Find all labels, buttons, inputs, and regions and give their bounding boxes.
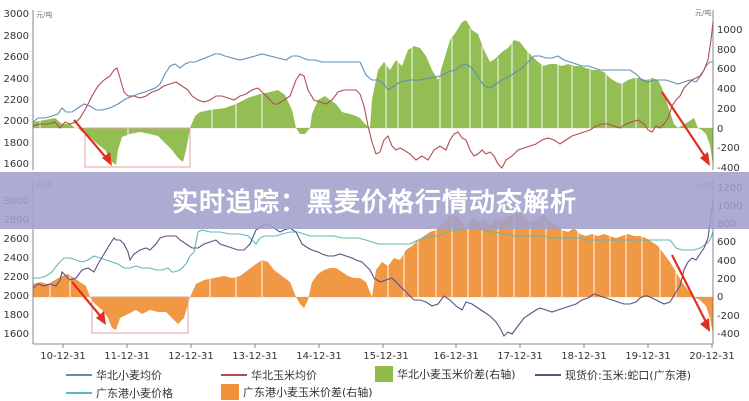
legend-label: 广东港小麦玉米价差(右轴) <box>243 386 373 399</box>
svg-text:2600: 2600 <box>4 52 29 63</box>
area-gaps-bottom <box>49 214 677 297</box>
line-swatch-icon <box>535 374 561 376</box>
line-swatch-icon <box>66 392 92 394</box>
svg-text:11-12-31: 11-12-31 <box>104 351 149 362</box>
title-banner: 实时追踪：黑麦价格行情动态解析 <box>0 172 749 229</box>
svg-text:200: 200 <box>717 104 736 115</box>
gd-corn-line <box>32 199 714 337</box>
trend-arrow-bottom-right <box>671 254 707 323</box>
highlight-box-bottom <box>91 296 189 334</box>
legend-label: 华北玉米均价 <box>251 369 317 382</box>
legend-north-spread: 华北小麦玉米价差(右轴) <box>375 366 516 382</box>
trend-arrow-bottom-left <box>71 281 103 319</box>
svg-text:1600: 1600 <box>4 159 29 170</box>
svg-text:14-12-31: 14-12-31 <box>296 351 341 362</box>
svg-text:16-12-31: 16-12-31 <box>433 351 478 362</box>
svg-text:200: 200 <box>717 274 736 285</box>
top-left-axis-labels: 3000 2800 2600 2400 2200 2000 1800 1600 <box>4 9 29 170</box>
svg-text:2200: 2200 <box>4 95 29 106</box>
top-left-unit: 元/吨 <box>36 10 52 19</box>
svg-text:800: 800 <box>717 45 736 56</box>
svg-text:400: 400 <box>717 84 736 95</box>
top-right-axis-labels: 1000 800 600 400 200 0 -200 -400 <box>717 25 742 174</box>
x-axis-labels: 10-12-31 11-12-31 12-12-31 13-12-31 14-1… <box>40 351 734 362</box>
area-gaps <box>39 28 651 140</box>
svg-text:10-12-31: 10-12-31 <box>40 351 85 362</box>
svg-text:2000: 2000 <box>4 116 29 127</box>
svg-text:18-12-31: 18-12-31 <box>561 351 606 362</box>
trend-arrow-top-left <box>73 119 109 161</box>
svg-text:400: 400 <box>717 256 736 267</box>
svg-text:-400: -400 <box>717 329 740 340</box>
svg-text:20-12-31: 20-12-31 <box>689 351 734 362</box>
svg-text:2600: 2600 <box>4 234 29 245</box>
svg-text:2400: 2400 <box>4 253 29 264</box>
svg-text:17-12-31: 17-12-31 <box>497 351 542 362</box>
north-spread-area <box>33 20 713 165</box>
svg-text:1800: 1800 <box>4 138 29 149</box>
svg-text:3000: 3000 <box>4 9 29 20</box>
line-swatch-icon <box>221 374 247 376</box>
area-swatch-icon <box>221 384 239 400</box>
legend-gd-corn: 现货价:玉米:蛇口(广东港) <box>535 367 691 383</box>
highlight-box-top <box>84 127 191 168</box>
svg-text:2400: 2400 <box>4 74 29 85</box>
legend-gd-wheat: 广东港小麦价格 <box>66 385 173 401</box>
legend-gd-spread: 广东港小麦玉米价差(右轴) <box>221 384 373 400</box>
svg-text:12-12-31: 12-12-31 <box>168 351 213 362</box>
svg-text:13-12-31: 13-12-31 <box>232 351 277 362</box>
svg-text:1600: 1600 <box>4 329 29 340</box>
svg-text:1000: 1000 <box>717 25 742 36</box>
x-axis-ticks <box>62 344 713 348</box>
area-swatch-icon <box>375 366 393 382</box>
trend-arrow-top-right <box>661 91 707 159</box>
north-corn-line <box>32 21 714 169</box>
svg-text:600: 600 <box>717 64 736 75</box>
gd-spread-area <box>33 212 713 334</box>
banner-title: 实时追踪：黑麦价格行情动态解析 <box>171 188 577 218</box>
line-swatch-icon <box>66 374 92 376</box>
svg-text:-200: -200 <box>717 143 740 154</box>
svg-text:15-12-31: 15-12-31 <box>363 351 408 362</box>
svg-text:2200: 2200 <box>4 272 29 283</box>
svg-text:2000: 2000 <box>4 291 29 302</box>
svg-text:0: 0 <box>717 124 723 135</box>
svg-text:1800: 1800 <box>4 310 29 321</box>
north-wheat-line <box>32 53 713 123</box>
legend-north-wheat: 华北小麦均价 <box>66 367 162 383</box>
gd-wheat-line <box>33 227 714 279</box>
svg-text:-200: -200 <box>717 311 740 322</box>
svg-text:600: 600 <box>717 237 736 248</box>
svg-text:2800: 2800 <box>4 31 29 42</box>
svg-text:0: 0 <box>717 292 723 303</box>
svg-text:19-12-31: 19-12-31 <box>625 351 670 362</box>
svg-text:-400: -400 <box>717 163 740 174</box>
top-right-unit: 元/吨 <box>695 8 711 17</box>
legend-label: 华北小麦玉米价差(右轴) <box>397 368 516 381</box>
legend-north-corn: 华北玉米均价 <box>221 367 317 383</box>
legend-label: 华北小麦均价 <box>96 369 162 382</box>
legend-label: 广东港小麦价格 <box>96 387 173 400</box>
legend-label: 现货价:玉米:蛇口(广东港) <box>565 369 691 382</box>
